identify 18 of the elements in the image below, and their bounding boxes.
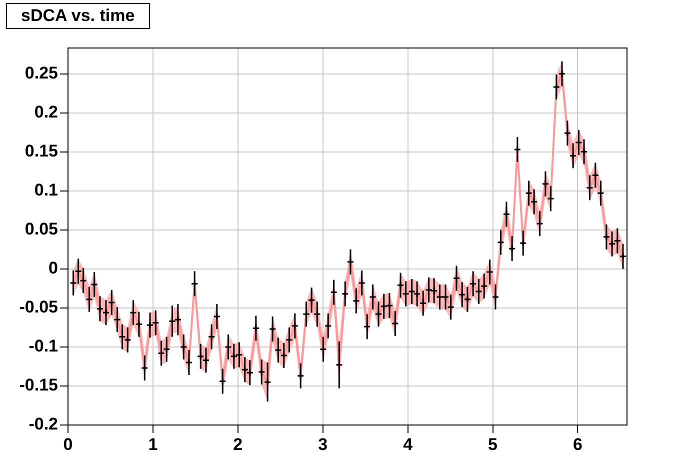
y-tick-label: 0.05 (24, 220, 58, 239)
y-tick-label: -0.1 (28, 336, 58, 356)
chart-title: sDCA vs. time (6, 3, 150, 29)
x-tick-label: 1 (148, 434, 158, 454)
y-tick-label: 0.2 (34, 102, 58, 122)
x-tick-label: 4 (403, 434, 414, 454)
y-tick-label: -0.15 (19, 376, 58, 395)
x-tick-label: 5 (488, 434, 498, 454)
y-tick-label: 0.15 (24, 142, 58, 160)
x-tick-label: 2 (233, 434, 243, 454)
x-tick-label: 3 (318, 434, 328, 454)
y-tick-label: -0.2 (28, 414, 58, 434)
y-tick-label: 0.1 (34, 180, 58, 200)
x-tick-label: 0 (63, 434, 73, 454)
y-tick-label: -0.05 (19, 298, 58, 317)
y-tick-label: 0.25 (24, 63, 58, 82)
x-tick-label: 6 (572, 434, 582, 454)
y-tick-label: 0 (48, 258, 58, 278)
